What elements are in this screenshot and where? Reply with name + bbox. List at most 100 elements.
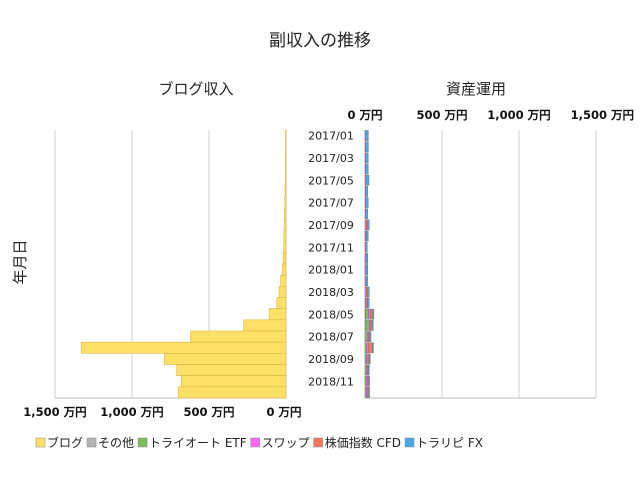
blog-bar	[80, 341, 287, 354]
investment-bar	[368, 308, 371, 320]
investment-bar	[365, 264, 368, 275]
legend-label: ブログ	[47, 435, 83, 450]
investment-bar	[366, 230, 369, 242]
blog-bar	[285, 163, 287, 175]
investment-bar	[372, 308, 375, 320]
blog-bar	[276, 297, 287, 309]
investment-bar	[365, 197, 369, 208]
category-label: 2017/01	[308, 130, 354, 143]
legend-label: トラリピ FX	[416, 436, 483, 450]
blog-bar	[280, 274, 287, 287]
left-x-tick-labels: 1,500 万円 1,000 万円 500 万円 0 万円	[23, 405, 301, 419]
category-label: 2018/09	[308, 353, 354, 366]
investment-bar	[366, 219, 368, 231]
blog-bar	[284, 185, 287, 198]
blog-bar	[283, 230, 287, 242]
investment-bar	[366, 286, 368, 298]
blog-bar	[284, 196, 287, 209]
investment-bar	[368, 387, 370, 398]
investment-bar	[370, 320, 373, 331]
left-x-tick: 500 万円	[183, 405, 234, 419]
investment-bar	[365, 320, 370, 331]
investment-bar	[369, 331, 372, 342]
investment-bar	[365, 253, 368, 264]
investment-bar	[367, 297, 370, 309]
investment-bar	[370, 308, 373, 320]
category-label: 2017/05	[308, 174, 354, 187]
investment-bar	[368, 375, 370, 387]
blog-bar	[284, 207, 287, 220]
category-label: 2017/11	[308, 241, 354, 254]
category-label: 2017/03	[308, 152, 354, 165]
category-label: 2018/05	[308, 308, 354, 321]
left-bars	[80, 129, 287, 399]
investment-bar	[366, 342, 369, 354]
investment-bar	[365, 275, 368, 287]
investment-bar	[365, 130, 369, 141]
investment-bar	[372, 342, 374, 354]
chart-title: 副収入の推移	[269, 31, 371, 51]
blog-bar	[176, 364, 287, 376]
investment-bar	[365, 163, 369, 175]
blog-bar	[243, 319, 287, 332]
blog-bar	[282, 252, 287, 265]
blog-bar	[190, 330, 287, 343]
category-label: 2017/07	[308, 197, 354, 210]
investment-bar	[368, 342, 373, 354]
legend-swatch	[313, 437, 323, 448]
legend-label: スワップ	[262, 436, 310, 450]
legend-swatch	[137, 437, 148, 448]
investment-bar	[371, 320, 374, 331]
investment-bar	[365, 308, 369, 320]
blog-bar	[285, 152, 287, 164]
investment-bar	[366, 387, 368, 398]
category-label: 2018/03	[308, 286, 354, 299]
right-bars	[364, 130, 375, 398]
left-x-tick: 1,000 万円	[100, 405, 163, 419]
blog-bar	[284, 174, 287, 187]
left-x-tick: 1,500 万円	[23, 405, 86, 419]
investment-bar	[368, 364, 370, 376]
legend-label: その他	[98, 436, 134, 450]
investment-bar	[367, 219, 370, 231]
category-label: 2018/07	[308, 331, 354, 344]
investment-bar	[367, 286, 370, 298]
category-label: 2017/09	[308, 219, 354, 232]
blog-bar	[283, 241, 287, 254]
investment-bar	[364, 342, 368, 354]
category-labels: 2017/01 2017/03 2017/05 2017/07 2017/09 2017/…	[308, 130, 354, 389]
investment-bar	[365, 208, 368, 220]
category-label: 2018/01	[308, 264, 354, 277]
legend-label: トライオート ETF	[149, 436, 247, 450]
legend-swatch	[250, 437, 260, 448]
right-panel-title: 資産運用	[446, 80, 506, 98]
legend-swatch	[35, 437, 46, 448]
legend-swatch	[404, 437, 415, 448]
blog-bar	[177, 386, 287, 399]
investment-bar	[365, 241, 368, 253]
blog-bar	[281, 263, 287, 276]
blog-bar	[180, 375, 287, 388]
category-label: 2018/11	[308, 375, 354, 388]
legend-label: 株価指数 CFD	[325, 435, 401, 450]
right-x-tick: 1,000 万円	[487, 108, 550, 122]
right-gridlines	[364, 130, 597, 399]
right-x-tick: 1,500 万円	[571, 108, 634, 122]
right-x-tick: 500 万円	[416, 108, 467, 122]
blog-bar	[164, 353, 287, 365]
investment-bar	[365, 174, 370, 186]
investment-bar	[365, 141, 369, 153]
investment-bar	[366, 375, 368, 387]
investment-bar	[364, 331, 368, 342]
legend-swatch	[86, 437, 97, 448]
blog-bar	[285, 129, 287, 142]
investment-bar	[365, 152, 369, 164]
left-panel-title: ブログ収入	[158, 80, 233, 98]
investment-bar	[365, 186, 368, 197]
blog-bar	[283, 219, 287, 231]
right-x-tick-labels: 0 万円 500 万円 1,000 万円 1,500 万円	[347, 108, 634, 122]
investment-bar	[364, 353, 367, 365]
investment-bar	[366, 353, 369, 365]
blog-bar	[285, 140, 287, 153]
